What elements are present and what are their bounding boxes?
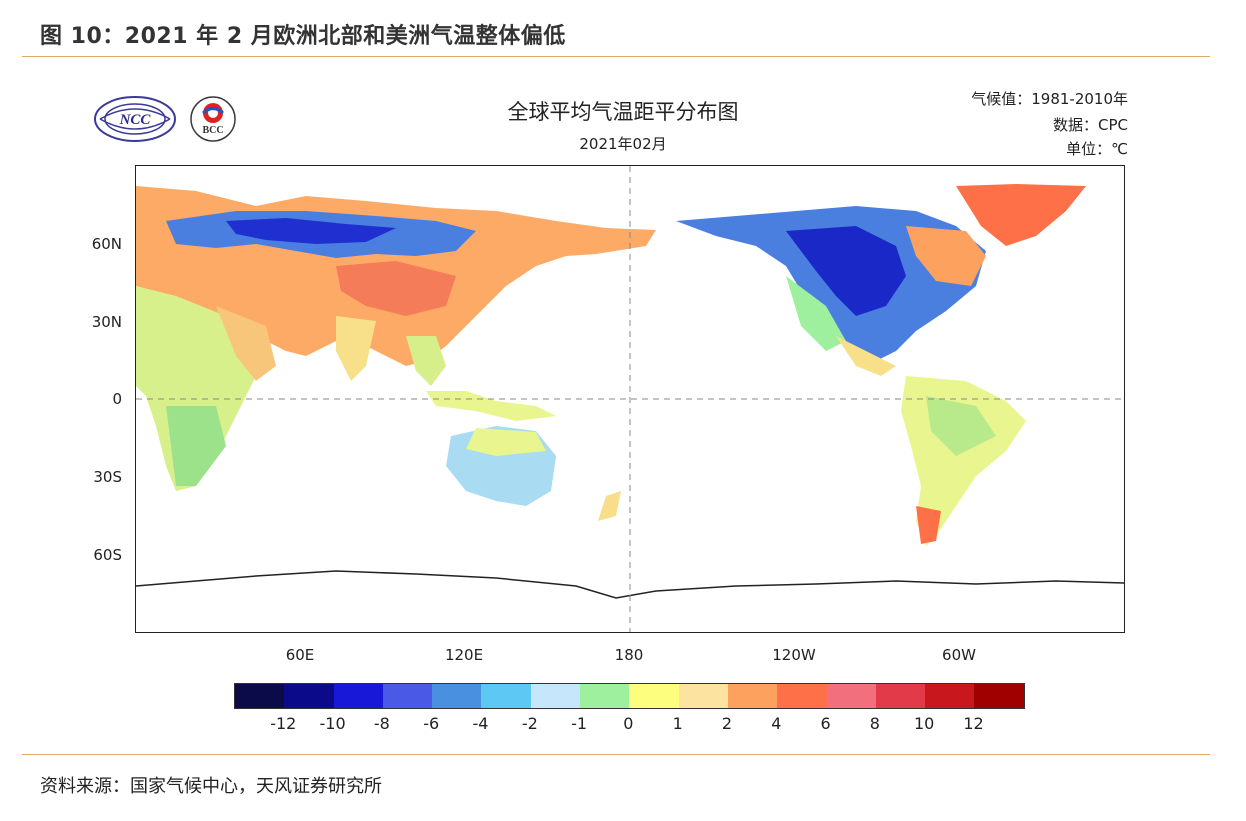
south-america-green <box>926 396 996 456</box>
colorbar-swatch <box>875 684 926 708</box>
colorbar-tick-label: 0 <box>623 714 634 733</box>
colorbar-swatch <box>333 684 383 708</box>
colorbar-swatch <box>727 684 778 708</box>
lat-label-equator: 0 <box>112 390 122 408</box>
bcc-logo-icon: BCC <box>190 96 236 142</box>
colorbar-swatch <box>235 684 285 708</box>
colorbar-swatch <box>974 684 1024 708</box>
colorbar-swatch <box>580 684 630 708</box>
africa-south-green <box>166 406 226 486</box>
colorbar-tick-label: 6 <box>820 714 831 733</box>
source-note: 资料来源：国家气候中心，天风证券研究所 <box>40 776 382 797</box>
colorbar-tick-label: 2 <box>721 714 733 733</box>
colorbar-swatch <box>481 684 531 708</box>
colorbar-tick-label: -8 <box>373 714 390 733</box>
anomaly-map-canvas <box>136 166 1124 632</box>
colorbar-tick-label: -6 <box>423 714 440 733</box>
mexico-landmass <box>836 336 896 376</box>
north-america-cold-core <box>786 226 906 316</box>
colorbar-swatch <box>432 684 482 708</box>
greenland-landmass <box>956 184 1086 246</box>
bottom-divider <box>22 754 1210 755</box>
colorbar-tick-label: 1 <box>672 714 683 733</box>
australia-north-warm <box>466 428 546 456</box>
info-unit: 单位：℃ <box>1066 140 1128 158</box>
lon-label-120w: 120W <box>772 646 816 664</box>
lat-label-30n: 30N <box>91 313 122 331</box>
colorbar-tick-label: -2 <box>521 714 538 733</box>
colorbar-swatch <box>629 684 679 708</box>
colorbar-swatch <box>382 684 433 708</box>
colorbar-swatch <box>530 684 581 708</box>
arabia-landmass <box>216 306 276 381</box>
north-america-east-warm <box>906 226 986 286</box>
new-zealand-landmass <box>598 491 621 521</box>
colorbar-tick-label: -4 <box>472 714 489 733</box>
central-asia-warm-region <box>336 261 456 316</box>
ncc-logo-text: NCC <box>119 112 152 128</box>
colorbar-tick-label: 8 <box>869 714 880 733</box>
lon-label-60w: 60W <box>942 646 976 664</box>
map-title: 全球平均气温距平分布图 <box>507 100 739 124</box>
top-divider <box>22 56 1210 57</box>
info-source: 数据：CPC <box>1053 116 1128 134</box>
colorbar-swatch <box>826 684 876 708</box>
lon-label-180: 180 <box>614 646 644 664</box>
info-climatology: 气候值：1981-2010年 <box>971 90 1128 108</box>
map-subtitle: 2021年02月 <box>579 135 667 153</box>
colorbar <box>234 683 1025 709</box>
indonesia-landmass <box>426 391 556 421</box>
colorbar-tick-label: 10 <box>914 714 935 733</box>
africa-landmass <box>136 286 256 491</box>
colorbar-swatch <box>925 684 975 708</box>
figure-title: 图 10：2021 年 2 月欧洲北部和美洲气温整体偏低 <box>40 24 566 49</box>
colorbar-tick-label: -10 <box>319 714 346 733</box>
ncc-logo-icon: NCC <box>94 96 176 142</box>
lon-label-60e: 60E <box>285 646 315 664</box>
anomaly-map <box>135 165 1125 633</box>
colorbar-tick-label: -1 <box>571 714 588 733</box>
southeast-asia-landmass <box>406 336 446 386</box>
colorbar-swatch <box>678 684 728 708</box>
lat-label-60s: 60S <box>93 546 122 564</box>
india-landmass <box>336 316 376 381</box>
lat-label-60n: 60N <box>91 235 122 253</box>
colorbar-tick-label: 4 <box>771 714 782 733</box>
colorbar-tick-label: -12 <box>270 714 297 733</box>
north-america-southwest <box>786 276 846 351</box>
antarctica-coastline <box>136 570 1124 599</box>
patagonia-warm <box>916 506 941 544</box>
russia-cold-core <box>226 218 396 244</box>
lat-label-30s: 30S <box>93 468 122 486</box>
colorbar-swatch <box>777 684 827 708</box>
colorbar-tick-label: 12 <box>963 714 984 733</box>
bcc-logo-text: BCC <box>202 125 223 136</box>
lon-label-120e: 120E <box>444 646 484 664</box>
colorbar-swatch <box>284 684 334 708</box>
